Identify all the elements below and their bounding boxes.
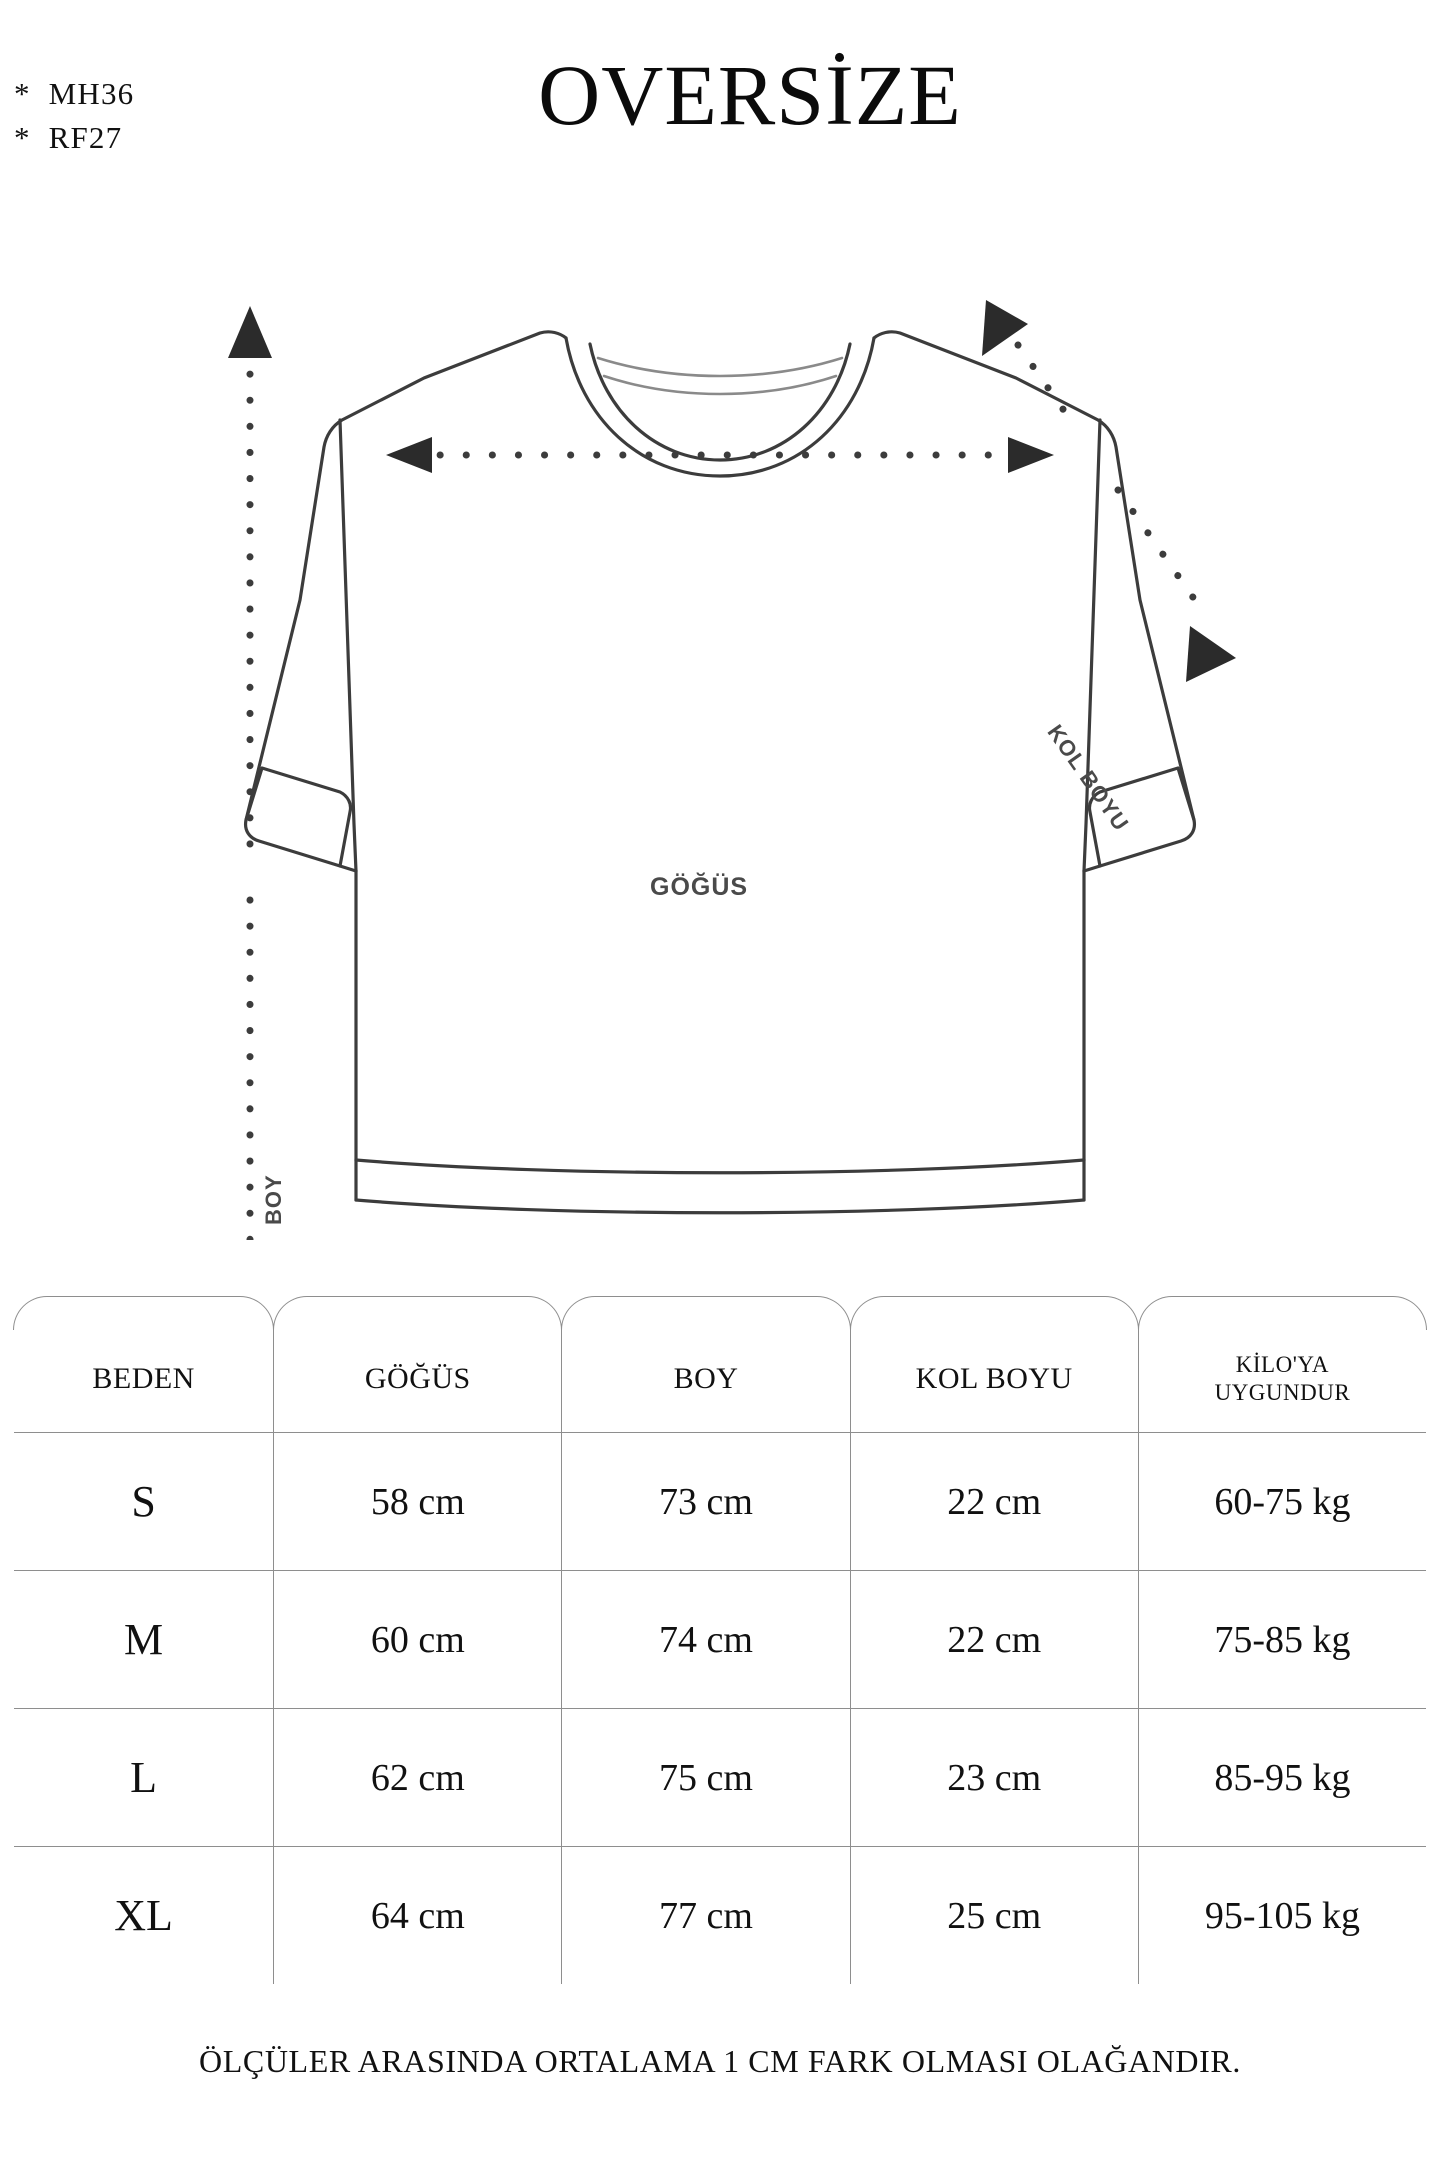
cell-length: 77 cm [561, 1846, 851, 1984]
size-table: BEDEN GÖĞÜS BOY KOL BOYU KİLO'YA UYGUNDUR [13, 1296, 1427, 1984]
cell-sleeve: 23 cm [849, 1708, 1139, 1847]
product-code-1: * MH36 [14, 76, 135, 111]
product-code-2: * RF27 [14, 120, 123, 156]
column-header-kiloya-uygundur: KİLO'YA UYGUNDUR [1137, 1296, 1427, 1433]
chest-label: GÖĞÜS [650, 873, 749, 901]
cell-sleeve: 25 cm [849, 1846, 1139, 1984]
header-cap [13, 1296, 275, 1330]
table-row: L 62 cm 75 cm 23 cm 85-95 kg [14, 1708, 1426, 1847]
size-table-container: BEDEN GÖĞÜS BOY KOL BOYU KİLO'YA UYGUNDUR [13, 1296, 1427, 1984]
length-label: BOY [261, 1174, 286, 1225]
measurement-note: ÖLÇÜLER ARASINDA ORTALAMA 1 CM FARK OLMA… [199, 2043, 1241, 2079]
cell-length: 75 cm [561, 1708, 851, 1847]
cell-weight: 95-105 kg [1137, 1846, 1426, 1984]
column-header-beden: BEDEN [13, 1296, 275, 1433]
cell-chest: 62 cm [273, 1708, 563, 1847]
sleeve-arrow [982, 300, 1236, 682]
column-header-boy: BOY [561, 1296, 851, 1433]
cell-length: 74 cm [561, 1570, 851, 1709]
cell-size: L [14, 1708, 275, 1847]
cell-size: XL [14, 1846, 275, 1984]
header-cap [273, 1296, 563, 1330]
length-arrow [228, 306, 272, 1240]
header-cap [1137, 1296, 1427, 1330]
header-cap [561, 1296, 851, 1330]
table-row: S 58 cm 73 cm 22 cm 60-75 kg [14, 1432, 1426, 1571]
page-title: OVERSİZE [538, 47, 962, 143]
cell-sleeve: 22 cm [849, 1570, 1139, 1709]
size-diagram: GÖĞÜS BOY KOL BOYU [0, 300, 1440, 1240]
cell-sleeve: 22 cm [849, 1432, 1139, 1571]
size-table-head: BEDEN GÖĞÜS BOY KOL BOYU KİLO'YA UYGUNDUR [13, 1296, 1427, 1433]
cell-chest: 60 cm [273, 1570, 563, 1709]
cell-weight: 75-85 kg [1137, 1570, 1426, 1709]
cell-chest: 58 cm [273, 1432, 563, 1571]
chest-arrow [386, 437, 1054, 473]
product-codes: * MH36 * RF27 [14, 72, 134, 160]
header-cap [849, 1296, 1139, 1330]
cell-weight: 85-95 kg [1137, 1708, 1426, 1847]
cell-length: 73 cm [561, 1432, 851, 1571]
table-row: M 60 cm 74 cm 22 cm 75-85 kg [14, 1570, 1426, 1709]
column-header-kol-boyu: KOL BOYU [849, 1296, 1139, 1433]
tshirt-illustration [228, 300, 1236, 1240]
table-row: XL 64 cm 77 cm 25 cm 95-105 kg [14, 1846, 1426, 1984]
cell-weight: 60-75 kg [1137, 1432, 1426, 1571]
table-header-row: BEDEN GÖĞÜS BOY KOL BOYU KİLO'YA UYGUNDUR [13, 1296, 1427, 1433]
cell-size: M [14, 1570, 275, 1709]
size-table-body: S 58 cm 73 cm 22 cm 60-75 kg M 60 cm 74 cm 22 cm… [14, 1432, 1426, 1984]
column-header-gogus: GÖĞÜS [273, 1296, 563, 1433]
cell-chest: 64 cm [273, 1846, 563, 1984]
cell-size: S [14, 1432, 275, 1571]
